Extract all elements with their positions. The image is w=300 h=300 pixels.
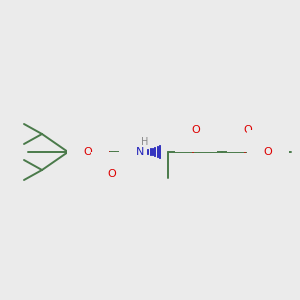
Text: O: O [84,147,92,157]
Text: O: O [244,125,252,135]
Text: N: N [136,147,144,157]
Text: H: H [141,137,149,147]
Text: O: O [108,169,116,179]
Text: O: O [192,125,200,135]
Text: O: O [264,147,272,157]
